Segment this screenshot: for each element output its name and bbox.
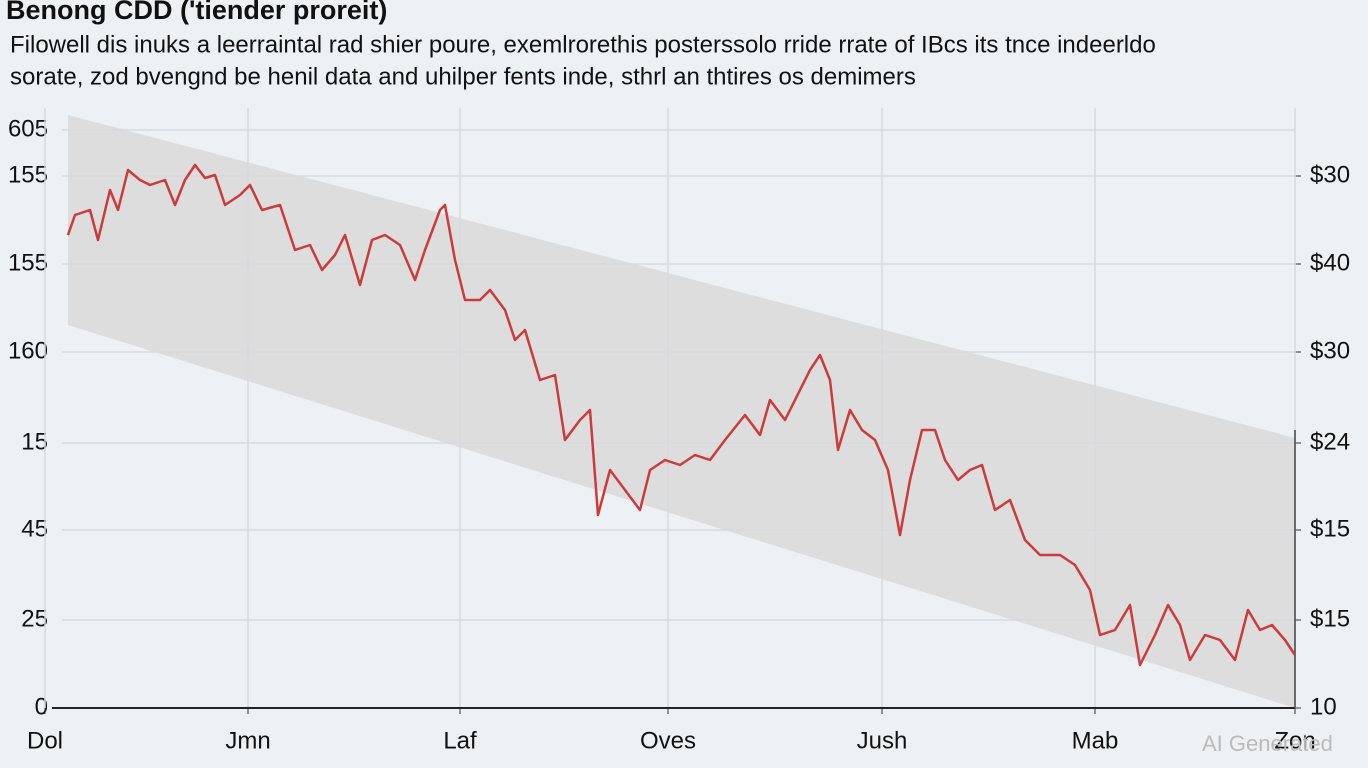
y2-tick-label: $15 <box>1310 515 1350 542</box>
y-tick-label: 15 <box>21 428 48 455</box>
x-tick-label: Jmn <box>225 727 270 754</box>
x-tick-label: Jush <box>857 727 908 754</box>
y-tick-label: 605 <box>8 115 48 142</box>
y2-tick-label: $15 <box>1310 605 1350 632</box>
chart-subtitle: Filowell dis inuks a leerraintal rad shi… <box>10 31 1156 58</box>
x-tick-label: Laf <box>443 727 477 754</box>
y2-tick-label: 10 <box>1310 693 1337 720</box>
chart-title: Benong CDD ('tiender proreit) <box>6 0 387 25</box>
x-tick-label: Oves <box>640 727 696 754</box>
y-tick-label: 155 <box>8 249 48 276</box>
y-tick-label: 0 <box>35 693 48 720</box>
y2-tick-label: $30 <box>1310 337 1350 364</box>
x-tick-label: Mab <box>1072 727 1119 754</box>
y2-tick-label: $30 <box>1310 161 1350 188</box>
chart-subtitle: sorate, zod bvengnd be henil data and uh… <box>10 63 916 90</box>
y-tick-label: 45 <box>21 515 48 542</box>
y-tick-label: 160 <box>8 337 48 364</box>
y2-tick-label: $24 <box>1310 428 1350 455</box>
plot-area: 0 25 45 15 160 155 155 605 10 $15 $15 $24 $30 $40 $30 D… <box>8 108 1350 754</box>
y2-tick-label: $40 <box>1310 249 1350 276</box>
line-series <box>66 163 1297 667</box>
x-tick-label: Zon <box>1274 727 1315 754</box>
y-tick-label: 25 <box>21 605 48 632</box>
watermark: AI Generated <box>1202 731 1333 756</box>
y-tick-label: 155 <box>8 161 48 188</box>
x-tick-label: Dol <box>27 727 63 754</box>
